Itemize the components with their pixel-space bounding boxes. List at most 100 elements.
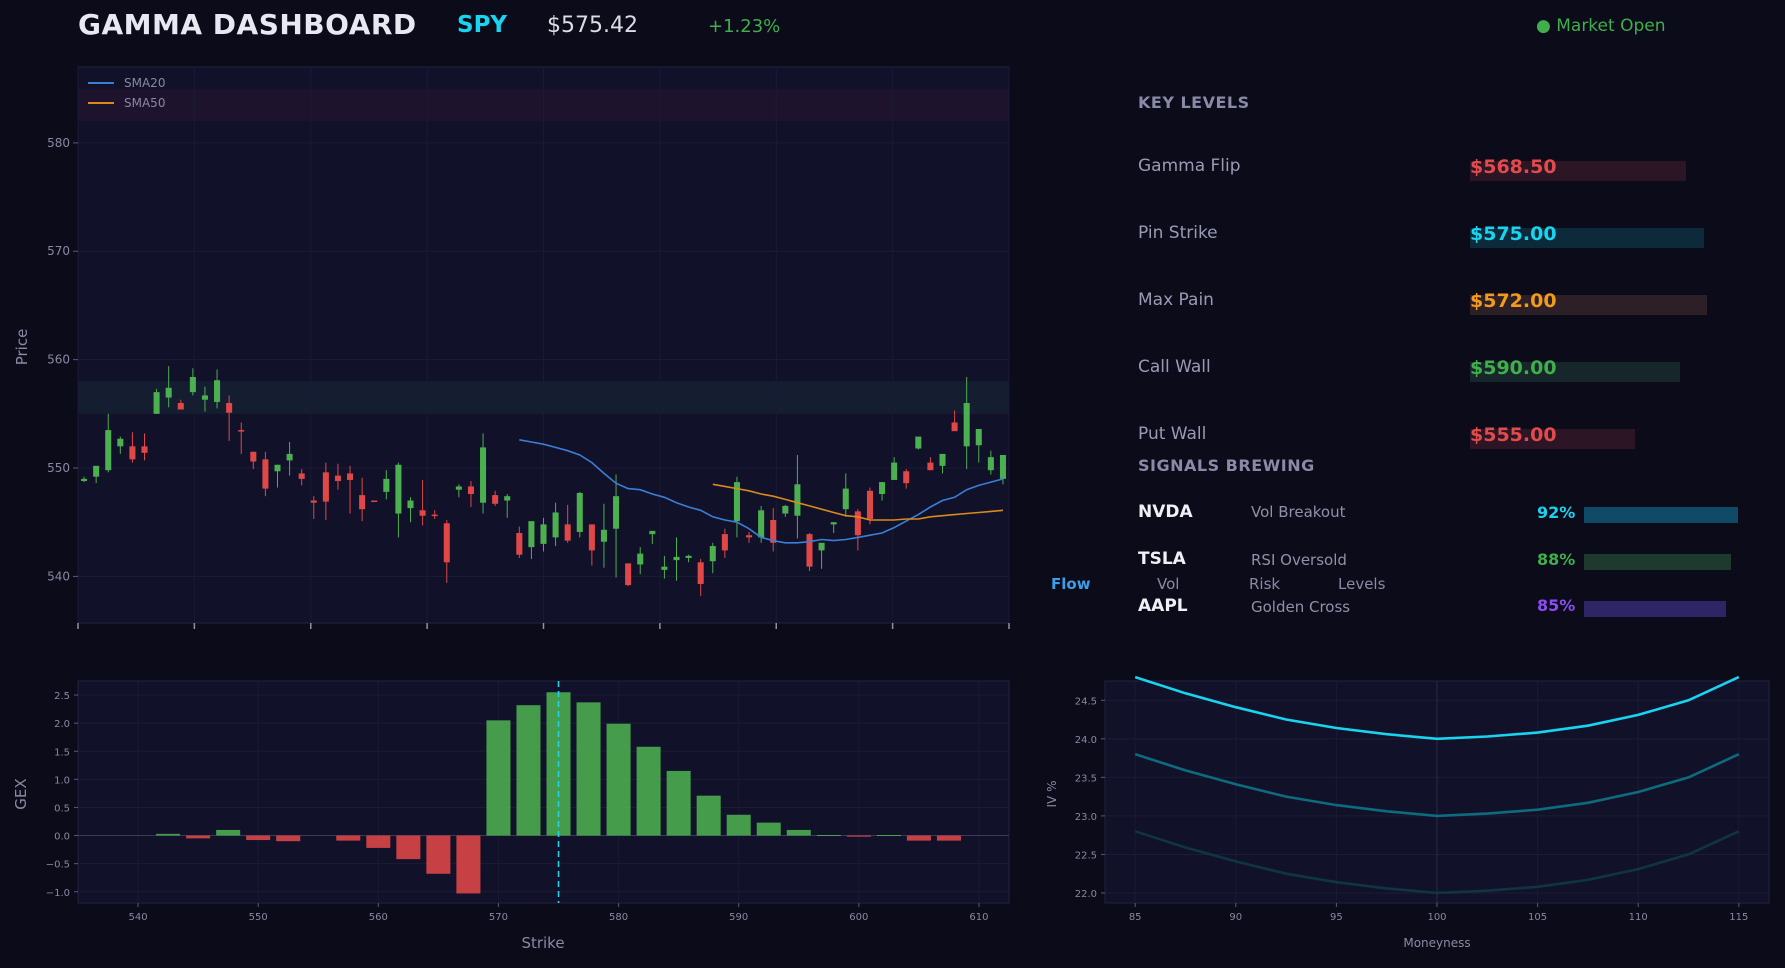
signal-pct-tsla: 88% <box>1537 550 1576 569</box>
candle-body <box>939 453 946 466</box>
gex-bar <box>516 705 541 836</box>
candle-body <box>842 488 849 510</box>
gex-bar <box>366 835 391 848</box>
gex-bar <box>576 702 601 836</box>
tab-levels[interactable]: Levels <box>1338 575 1386 593</box>
key-level-bar-call-wall <box>1470 362 1680 382</box>
gex-y-tick-label: 1.5 <box>54 747 70 758</box>
price-change: +1.23% <box>708 16 781 37</box>
signal-ticker-tsla[interactable]: TSLA <box>1138 549 1186 569</box>
gex-bar <box>246 835 271 841</box>
iv-smile-line-3 <box>1134 830 1740 895</box>
candle-body <box>334 475 341 482</box>
gex-x-tick-label: 570 <box>489 912 508 923</box>
market-status: ● Market Open <box>1536 16 1666 36</box>
key-level-label-pin-strike: Pin Strike <box>1138 223 1218 243</box>
candle-body <box>455 486 462 490</box>
price-y-tick-label: 560 <box>47 353 70 367</box>
price-y-tick-label: 550 <box>47 461 70 475</box>
gex-bar <box>396 835 421 860</box>
candle-body <box>733 482 740 522</box>
signal-ticker-nvda[interactable]: NVDA <box>1138 502 1193 522</box>
candle-body <box>903 471 910 484</box>
gex-x-tick-label: 560 <box>369 912 388 923</box>
candle-body <box>528 521 535 548</box>
candle-body <box>915 436 922 449</box>
candle-body <box>298 473 305 479</box>
tab-risk[interactable]: Risk <box>1249 575 1281 593</box>
candle-body <box>830 522 837 525</box>
candle-body <box>866 490 873 519</box>
candle-body <box>552 512 559 538</box>
gex-bar <box>906 835 931 841</box>
candle-body <box>649 530 656 535</box>
sma20-line <box>519 439 1004 544</box>
candle-body <box>105 430 112 471</box>
gex-y-tick-label: 0.5 <box>54 803 70 814</box>
signal-bar-nvda <box>1584 507 1738 523</box>
price-y-axis-label: Price <box>13 329 31 366</box>
key-level-value-gamma-flip: $568.50 <box>1470 156 1557 178</box>
key-level-value-call-wall: $590.00 <box>1470 357 1557 379</box>
dashboard-title: GAMMA DASHBOARD <box>78 8 417 41</box>
candle-body <box>600 529 607 542</box>
candle-body <box>564 524 571 541</box>
gex-bar <box>456 835 481 894</box>
gex-bar <box>666 770 691 836</box>
gex-y-tick-label: 1.0 <box>54 775 70 786</box>
candle-body <box>951 422 958 432</box>
iv-x-tick-label: 105 <box>1528 912 1547 923</box>
signal-pct-nvda: 92% <box>1537 503 1576 522</box>
price-y-tick-label: 540 <box>47 569 70 583</box>
candle-body <box>746 535 753 538</box>
iv-x-tick-label: 100 <box>1427 912 1446 923</box>
candle-body <box>322 472 329 502</box>
candle-body <box>383 478 390 492</box>
candle-body <box>758 510 765 538</box>
gex-bar <box>156 833 181 836</box>
candle-body <box>93 465 100 477</box>
candle-body <box>443 523 450 563</box>
gex-bar <box>186 835 211 839</box>
gex-bar-chart[interactable]: 2.5 2.0 1.5 1.0 0.5 0.0 −0.5 −1.0 540 550 560 570 5… <box>0 670 1020 960</box>
signal-name-aapl: Golden Cross <box>1251 598 1351 616</box>
gex-plot-area <box>77 680 1010 904</box>
gex-bar <box>336 835 361 841</box>
tab-flow[interactable]: Flow <box>1051 575 1091 593</box>
gex-x-axis-label: Strike <box>521 934 564 952</box>
tab-vol[interactable]: Vol <box>1157 575 1180 593</box>
signal-ticker-aapl[interactable]: AAPL <box>1138 596 1188 616</box>
iv-y-tick-label: 24.0 <box>1075 735 1097 746</box>
key-level-bar-pin-strike <box>1470 228 1704 248</box>
candle-body <box>637 553 644 565</box>
candle-body <box>395 464 402 514</box>
gex-bar <box>606 723 631 836</box>
candle-body <box>480 447 487 503</box>
iv-x-tick-label: 85 <box>1129 912 1142 923</box>
gex-y-tick-label: −1.0 <box>46 888 70 899</box>
iv-x-tick-label: 90 <box>1229 912 1242 923</box>
candle-body <box>673 556 680 561</box>
signals-title: SIGNALS BREWING <box>1138 456 1315 475</box>
candle-body <box>153 392 160 414</box>
gex-bar <box>696 795 721 836</box>
ticker-symbol[interactable]: SPY <box>457 12 508 38</box>
gex-y-tick-label: 0.0 <box>54 832 70 843</box>
candle-body <box>189 376 196 393</box>
iv-x-tick-label: 110 <box>1629 912 1648 923</box>
candle-body <box>794 484 801 516</box>
candle-body <box>540 524 547 544</box>
candle-body <box>177 402 184 410</box>
candle-body <box>467 486 474 495</box>
candle-body <box>588 524 595 551</box>
candle-body <box>999 455 1006 479</box>
candle-body <box>226 402 233 413</box>
gex-x-tick-label: 600 <box>849 912 868 923</box>
iv-smile-chart[interactable]: 24.5 24.0 23.5 23.0 22.5 22.0 85 90 95 100 105 110… <box>1030 670 1785 960</box>
price-candlestick-chart[interactable]: 540 550 560 570 580 SMA20 SMA50 Price <box>0 60 1020 640</box>
gex-x-tick-label: 540 <box>129 912 148 923</box>
candle-body <box>141 446 148 453</box>
signal-name-nvda: Vol Breakout <box>1251 503 1346 521</box>
candle-body <box>165 387 172 398</box>
sma50-line <box>712 483 1004 521</box>
